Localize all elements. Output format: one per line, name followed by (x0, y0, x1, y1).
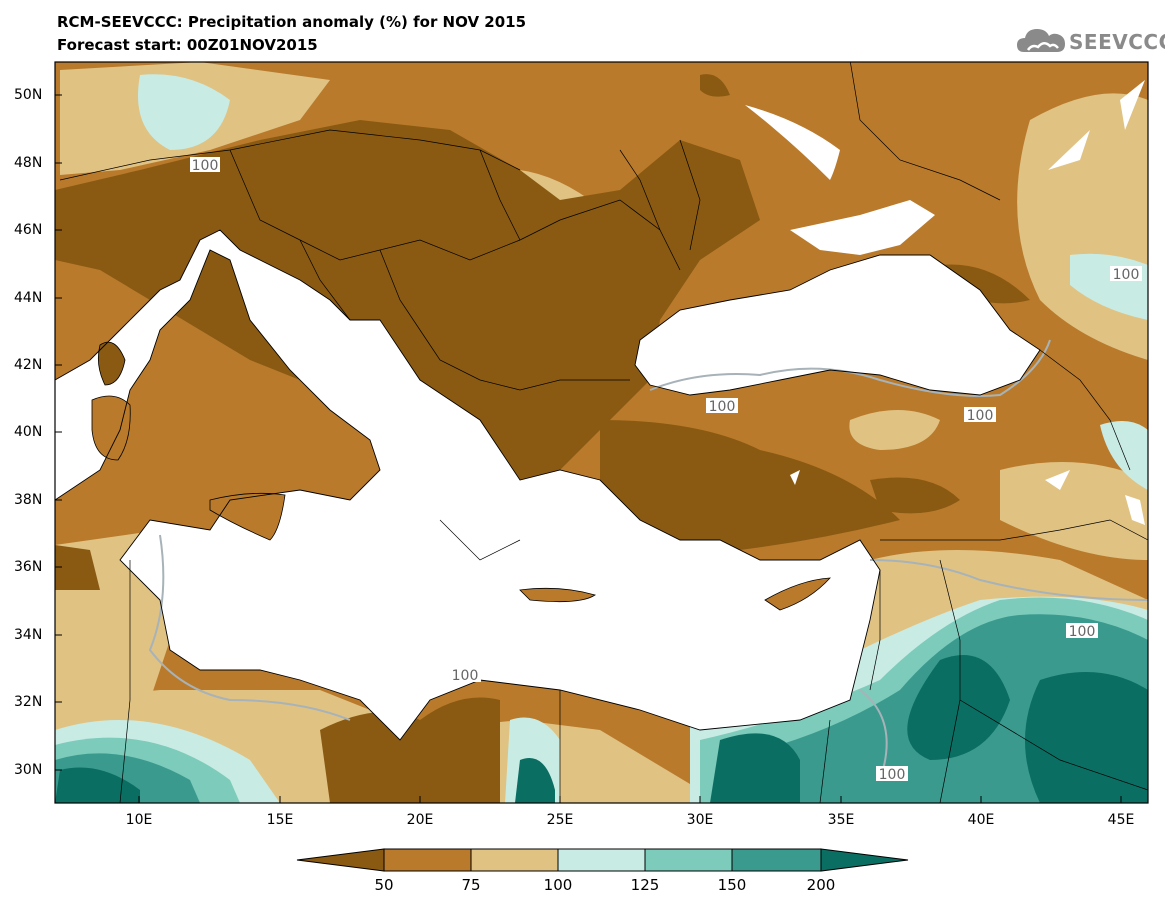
anomaly-zone-dry (870, 477, 960, 514)
white-patch (1125, 495, 1145, 525)
map-title: RCM-SEEVCCC: Precipitation anomaly (%) f… (57, 13, 527, 31)
seevccc-logo: SEEVCCC (1016, 24, 1165, 58)
white-patch (1048, 130, 1090, 170)
anomaly-zone-dry (320, 697, 500, 803)
lat-label: 32N (14, 694, 43, 710)
colorbar-label: 75 (461, 876, 481, 894)
lat-label: 48N (14, 155, 43, 171)
lat-label: 46N (14, 222, 43, 238)
colorbar-label: 200 (806, 876, 836, 894)
anomaly-zone-wet-extreme (1025, 672, 1148, 803)
colorbar-swatch (296, 848, 385, 872)
lon-label: 30E (686, 812, 714, 828)
mediterranean-coastline (55, 229, 881, 741)
contour-line-100 (649, 339, 1051, 397)
logo-text: SEEVCCC (1069, 30, 1165, 54)
colorbar-swatch (383, 848, 472, 872)
anomaly-zone-wet-extreme (515, 758, 555, 803)
contour-label: 100 (1069, 624, 1096, 640)
anomaly-zone-dry (55, 120, 760, 560)
sea-of-azov (790, 200, 935, 255)
anomaly-zone-dry (55, 545, 100, 590)
contour-label: 100 (709, 399, 736, 415)
lat-label: 44N (14, 290, 43, 306)
anomaly-zone-light (849, 410, 940, 450)
colorbar-swatch (557, 848, 646, 872)
colorbar-swatch (820, 848, 909, 872)
lat-label: 40N (14, 424, 43, 440)
lon-label: 40E (967, 812, 995, 828)
mediterranean-sea (55, 230, 880, 740)
lat-label: 38N (14, 492, 43, 508)
colorbar-swatch (470, 848, 559, 872)
contour-line-100 (148, 534, 351, 721)
contour-label: 100 (192, 158, 219, 174)
contour-label-bg (190, 157, 220, 172)
white-patch (1045, 470, 1070, 490)
contour-label-bg (1066, 623, 1098, 638)
lat-label: 42N (14, 357, 43, 373)
white-patch (745, 105, 840, 180)
contour-label-bg (964, 407, 996, 422)
contour-label-bg (876, 766, 908, 781)
colorbar-label: 50 (374, 876, 394, 894)
black-sea-coastline (634, 254, 1041, 396)
contour-line-100 (869, 559, 1148, 601)
country-borders (59, 62, 1148, 803)
colorbar-label: 150 (717, 876, 747, 894)
anomaly-zone-wet-extreme (55, 767, 140, 803)
colorbar-swatch (731, 848, 822, 872)
corsica (97, 341, 126, 386)
lat-label: 36N (14, 559, 43, 575)
contour-label: 100 (1113, 267, 1140, 283)
contour-label: 100 (452, 668, 479, 684)
lon-label: 35E (827, 812, 855, 828)
anomaly-zone-dry (600, 420, 900, 560)
sardinia (91, 395, 131, 461)
lat-label: 50N (14, 87, 43, 103)
colorbar-label: 125 (630, 876, 660, 894)
colorbar-swatch (644, 848, 733, 872)
crete (519, 587, 596, 603)
longitude-ticks (138, 796, 1122, 803)
cloud-icon (1017, 29, 1065, 52)
colorbar (296, 848, 909, 872)
lon-label: 25E (546, 812, 574, 828)
white-patch (790, 470, 800, 485)
contour-label-bg (706, 398, 738, 413)
lon-label: 20E (406, 812, 434, 828)
white-patch (1120, 80, 1145, 130)
contour-label-bg (449, 668, 481, 682)
lat-label: 34N (14, 627, 43, 643)
contour-label: 100 (967, 408, 994, 424)
cyprus (764, 577, 831, 611)
anomaly-zone-dry (700, 74, 730, 97)
forecast-start-label: Forecast start: 00Z01NOV2015 (57, 36, 318, 54)
contour-label: 100 (879, 767, 906, 783)
anomaly-zone-light (1000, 462, 1148, 560)
lon-label: 10E (125, 812, 153, 828)
lat-label: 30N (14, 762, 43, 778)
lon-label: 45E (1107, 812, 1135, 828)
black-sea (635, 255, 1040, 395)
lon-label: 15E (266, 812, 294, 828)
anomaly-zone-wet-extreme (710, 733, 800, 803)
contour-label-bg (1110, 266, 1142, 281)
sicily (209, 492, 286, 541)
colorbar-label: 100 (543, 876, 573, 894)
latitude-ticks (55, 94, 62, 771)
anomaly-zone-wet-light (138, 74, 230, 150)
